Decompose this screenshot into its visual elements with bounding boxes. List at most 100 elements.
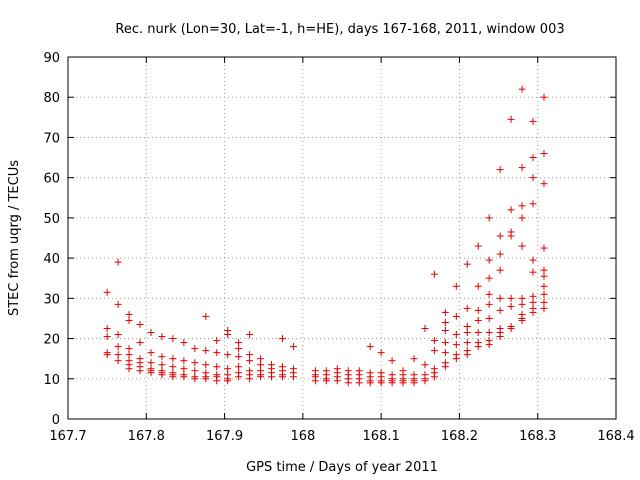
data-point — [377, 349, 385, 357]
data-point — [421, 361, 429, 369]
data-point — [224, 351, 232, 359]
data-point — [540, 244, 548, 252]
data-point — [507, 115, 515, 123]
data-point — [421, 325, 429, 332]
data-point — [169, 355, 177, 363]
data-point — [485, 274, 493, 282]
data-point — [496, 333, 504, 341]
data-point — [529, 200, 537, 208]
data-point — [430, 270, 438, 278]
x-axis-label: GPS time / Days of year 2011 — [246, 460, 438, 475]
data-point — [430, 347, 438, 355]
data-points — [103, 85, 548, 387]
y-tick-label: 20 — [43, 333, 60, 348]
data-point — [441, 318, 449, 326]
x-tick-label: 167.7 — [49, 429, 86, 444]
data-point — [191, 367, 199, 375]
data-point — [388, 379, 396, 387]
data-point — [191, 375, 199, 383]
data-point — [540, 266, 548, 274]
y-tick-label: 40 — [43, 252, 60, 267]
x-tick-label: 167.8 — [128, 429, 165, 444]
data-point — [169, 335, 177, 343]
data-point — [421, 377, 429, 385]
data-point — [125, 310, 133, 318]
data-point — [474, 343, 482, 351]
data-point — [125, 351, 133, 359]
data-point — [257, 373, 265, 381]
data-point — [507, 232, 515, 240]
data-point — [191, 345, 199, 353]
data-point — [180, 357, 188, 365]
data-point — [147, 369, 155, 377]
data-point — [441, 349, 449, 357]
data-point — [441, 339, 449, 347]
y-tick-label: 0 — [52, 413, 60, 428]
data-point — [540, 304, 548, 312]
data-point — [529, 308, 537, 316]
data-point — [474, 306, 482, 314]
data-point — [463, 260, 471, 268]
data-point — [366, 379, 374, 387]
data-point — [235, 345, 243, 353]
data-point — [246, 351, 254, 359]
data-point — [518, 85, 526, 93]
data-point — [410, 379, 418, 387]
data-point — [114, 258, 122, 266]
data-point — [430, 373, 438, 381]
data-point — [485, 329, 493, 337]
data-point — [518, 164, 526, 172]
data-point — [191, 359, 199, 367]
data-point — [114, 331, 122, 339]
data-point — [540, 272, 548, 280]
data-point — [125, 345, 133, 353]
data-point — [289, 343, 297, 351]
data-point — [452, 355, 460, 363]
data-point — [235, 339, 243, 347]
data-point — [114, 357, 122, 365]
data-point — [540, 150, 548, 158]
data-point — [474, 316, 482, 324]
data-point — [452, 282, 460, 290]
data-point — [322, 377, 330, 385]
data-point — [158, 361, 166, 369]
y-tick-label: 10 — [43, 373, 60, 388]
data-point — [213, 363, 221, 371]
data-point — [366, 343, 374, 351]
data-point — [518, 214, 526, 222]
data-point — [441, 327, 449, 335]
data-point — [114, 300, 122, 308]
data-point — [441, 363, 449, 371]
data-point — [518, 316, 526, 324]
data-point — [485, 314, 493, 322]
x-tick-label: 167.9 — [206, 429, 243, 444]
data-point — [147, 329, 155, 337]
data-point — [103, 333, 111, 341]
data-point — [496, 250, 504, 258]
data-point — [518, 300, 526, 308]
data-point — [136, 339, 144, 347]
data-point — [158, 333, 166, 341]
data-point — [388, 357, 396, 365]
data-point — [485, 300, 493, 308]
data-point — [213, 349, 221, 357]
data-point — [430, 337, 438, 345]
data-point — [180, 365, 188, 373]
data-point — [158, 371, 166, 379]
data-point — [529, 154, 537, 162]
data-point — [333, 377, 341, 385]
plot-frame — [67, 56, 617, 420]
data-point — [463, 304, 471, 312]
data-point — [257, 355, 265, 363]
data-point — [169, 373, 177, 381]
data-point — [452, 341, 460, 349]
data-point — [529, 292, 537, 300]
x-tick-label: 168.1 — [363, 429, 400, 444]
data-point — [213, 337, 221, 345]
data-point — [268, 373, 276, 381]
y-tick-label: 90 — [43, 51, 60, 66]
data-point — [246, 331, 254, 339]
data-point — [279, 335, 287, 343]
data-point — [202, 347, 210, 355]
data-point — [540, 290, 548, 298]
